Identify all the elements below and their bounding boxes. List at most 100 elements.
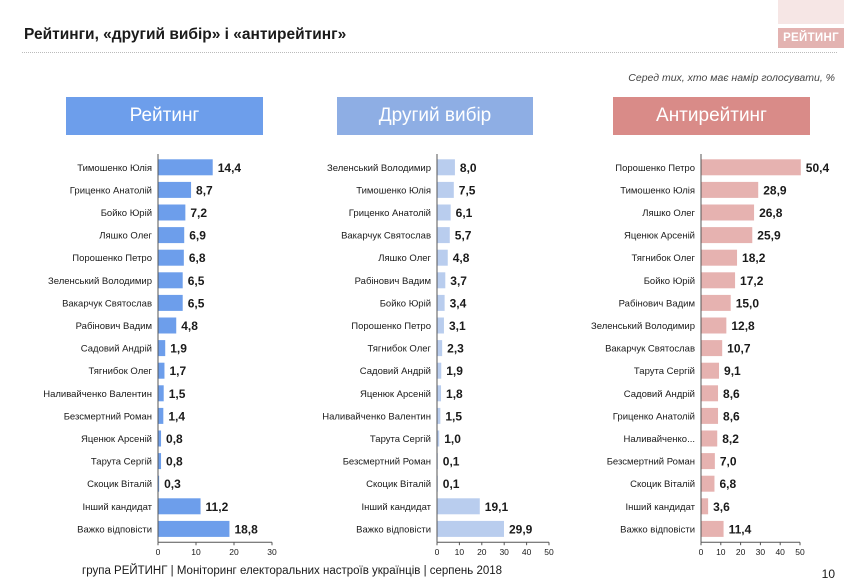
x-tick-label: 0 — [156, 547, 161, 557]
bar — [437, 430, 440, 447]
bar — [701, 385, 719, 402]
anti-rating-chart: Порошенко Петро 50,4 Тимошенко Юлія 28,9 Ляш… — [591, 154, 829, 557]
category-label: Вакарчук Святослав — [341, 231, 431, 242]
value-label: 0,1 — [443, 477, 460, 491]
category-label: Рабінович Вадим — [76, 321, 152, 332]
x-tick-label: 40 — [775, 547, 785, 557]
category-label: Зеленський Володимир — [591, 321, 695, 332]
bar — [701, 181, 759, 198]
category-label: Важко відповісти — [620, 524, 695, 535]
value-label: 19,1 — [485, 500, 509, 514]
value-label: 8,6 — [723, 387, 740, 401]
value-label: 0,3 — [164, 477, 181, 491]
category-label: Інший кандидат — [362, 502, 432, 513]
value-label: 6,9 — [189, 229, 206, 243]
bar — [437, 272, 446, 289]
value-label: 8,7 — [196, 183, 213, 197]
value-label: 1,5 — [169, 387, 186, 401]
value-label: 1,4 — [168, 409, 185, 423]
x-tick-label: 10 — [191, 547, 201, 557]
x-tick-label: 20 — [736, 547, 746, 557]
category-label: Гриценко Анатолій — [70, 185, 152, 196]
bar — [437, 181, 454, 198]
value-label: 6,8 — [189, 251, 206, 265]
bar — [437, 407, 441, 424]
bar — [701, 520, 724, 537]
value-label: 18,8 — [234, 522, 258, 536]
category-label: Яценюк Арсеній — [360, 389, 431, 400]
category-label: Порошенко Петро — [351, 321, 431, 332]
category-label: Важко відповісти — [356, 524, 431, 535]
bar — [701, 272, 736, 289]
value-label: 3,1 — [449, 319, 466, 333]
value-label: 1,5 — [445, 409, 462, 423]
value-label: 14,4 — [218, 161, 242, 175]
category-label: Гриценко Анатолій — [349, 208, 431, 219]
value-label: 3,7 — [450, 274, 467, 288]
x-tick-label: 50 — [544, 547, 554, 557]
category-label: Тягнибок Олег — [88, 366, 152, 377]
x-tick-label: 50 — [795, 547, 805, 557]
bar — [158, 272, 183, 289]
category-label: Безсмертний Роман — [64, 411, 152, 422]
category-label: Порошенко Петро — [615, 163, 695, 174]
category-label: Рабінович Вадим — [619, 298, 695, 309]
value-label: 12,8 — [731, 319, 755, 333]
category-label: Тягнибок Олег — [367, 344, 431, 355]
category-label: Безсмертний Роман — [607, 457, 695, 468]
category-label: Бойко Юрій — [101, 208, 152, 219]
category-label: Наливайченко... — [624, 434, 695, 445]
title-divider — [22, 52, 837, 53]
value-label: 8,6 — [723, 409, 740, 423]
x-tick-label: 30 — [267, 547, 277, 557]
category-label: Ляшко Олег — [99, 231, 152, 242]
bar — [158, 362, 165, 379]
value-label: 29,9 — [509, 522, 533, 536]
value-label: 11,2 — [206, 500, 229, 514]
value-label: 26,8 — [759, 206, 783, 220]
bar — [158, 181, 192, 198]
bar — [701, 294, 731, 311]
category-label: Яценюк Арсеній — [624, 231, 695, 242]
value-label: 2,3 — [447, 342, 464, 356]
bar — [158, 430, 162, 447]
bar — [701, 430, 718, 447]
value-label: 15,0 — [736, 296, 760, 310]
category-label: Садовий Андрій — [360, 366, 431, 377]
value-label: 1,0 — [444, 432, 461, 446]
bar — [701, 159, 801, 176]
category-label: Гриценко Анатолій — [613, 411, 695, 422]
bar — [437, 340, 443, 357]
bar — [701, 407, 719, 424]
bar — [701, 453, 715, 470]
bar — [701, 317, 727, 334]
value-label: 7,0 — [720, 455, 737, 469]
bar — [437, 249, 448, 266]
category-label: Садовий Андрій — [81, 344, 152, 355]
bar — [437, 227, 450, 244]
bar — [701, 227, 753, 244]
category-label: Вакарчук Святослав — [605, 344, 695, 355]
category-label: Тарута Сергій — [370, 434, 431, 445]
page-number: 10 — [821, 567, 835, 581]
category-label: Скоцик Віталій — [630, 479, 695, 490]
category-label: Ляшко Олег — [642, 208, 695, 219]
category-label: Зеленський Володимир — [48, 276, 152, 287]
value-label: 5,7 — [455, 229, 472, 243]
x-tick-label: 20 — [229, 547, 239, 557]
value-label: 6,1 — [456, 206, 473, 220]
bar — [701, 475, 715, 492]
x-tick-label: 30 — [756, 547, 766, 557]
page-title: Рейтинги, «другий вибір» і «антирейтинг» — [24, 26, 347, 43]
bar — [158, 294, 183, 311]
value-label: 1,9 — [446, 364, 463, 378]
value-label: 4,8 — [181, 319, 198, 333]
category-label: Зеленський Володимир — [327, 163, 431, 174]
category-label: Безсмертний Роман — [343, 457, 431, 468]
value-label: 1,9 — [170, 342, 187, 356]
category-label: Яценюк Арсеній — [81, 434, 152, 445]
category-label: Бойко Юрій — [380, 298, 431, 309]
category-label: Порошенко Петро — [72, 253, 152, 264]
bar — [701, 498, 709, 515]
value-label: 25,9 — [757, 229, 781, 243]
